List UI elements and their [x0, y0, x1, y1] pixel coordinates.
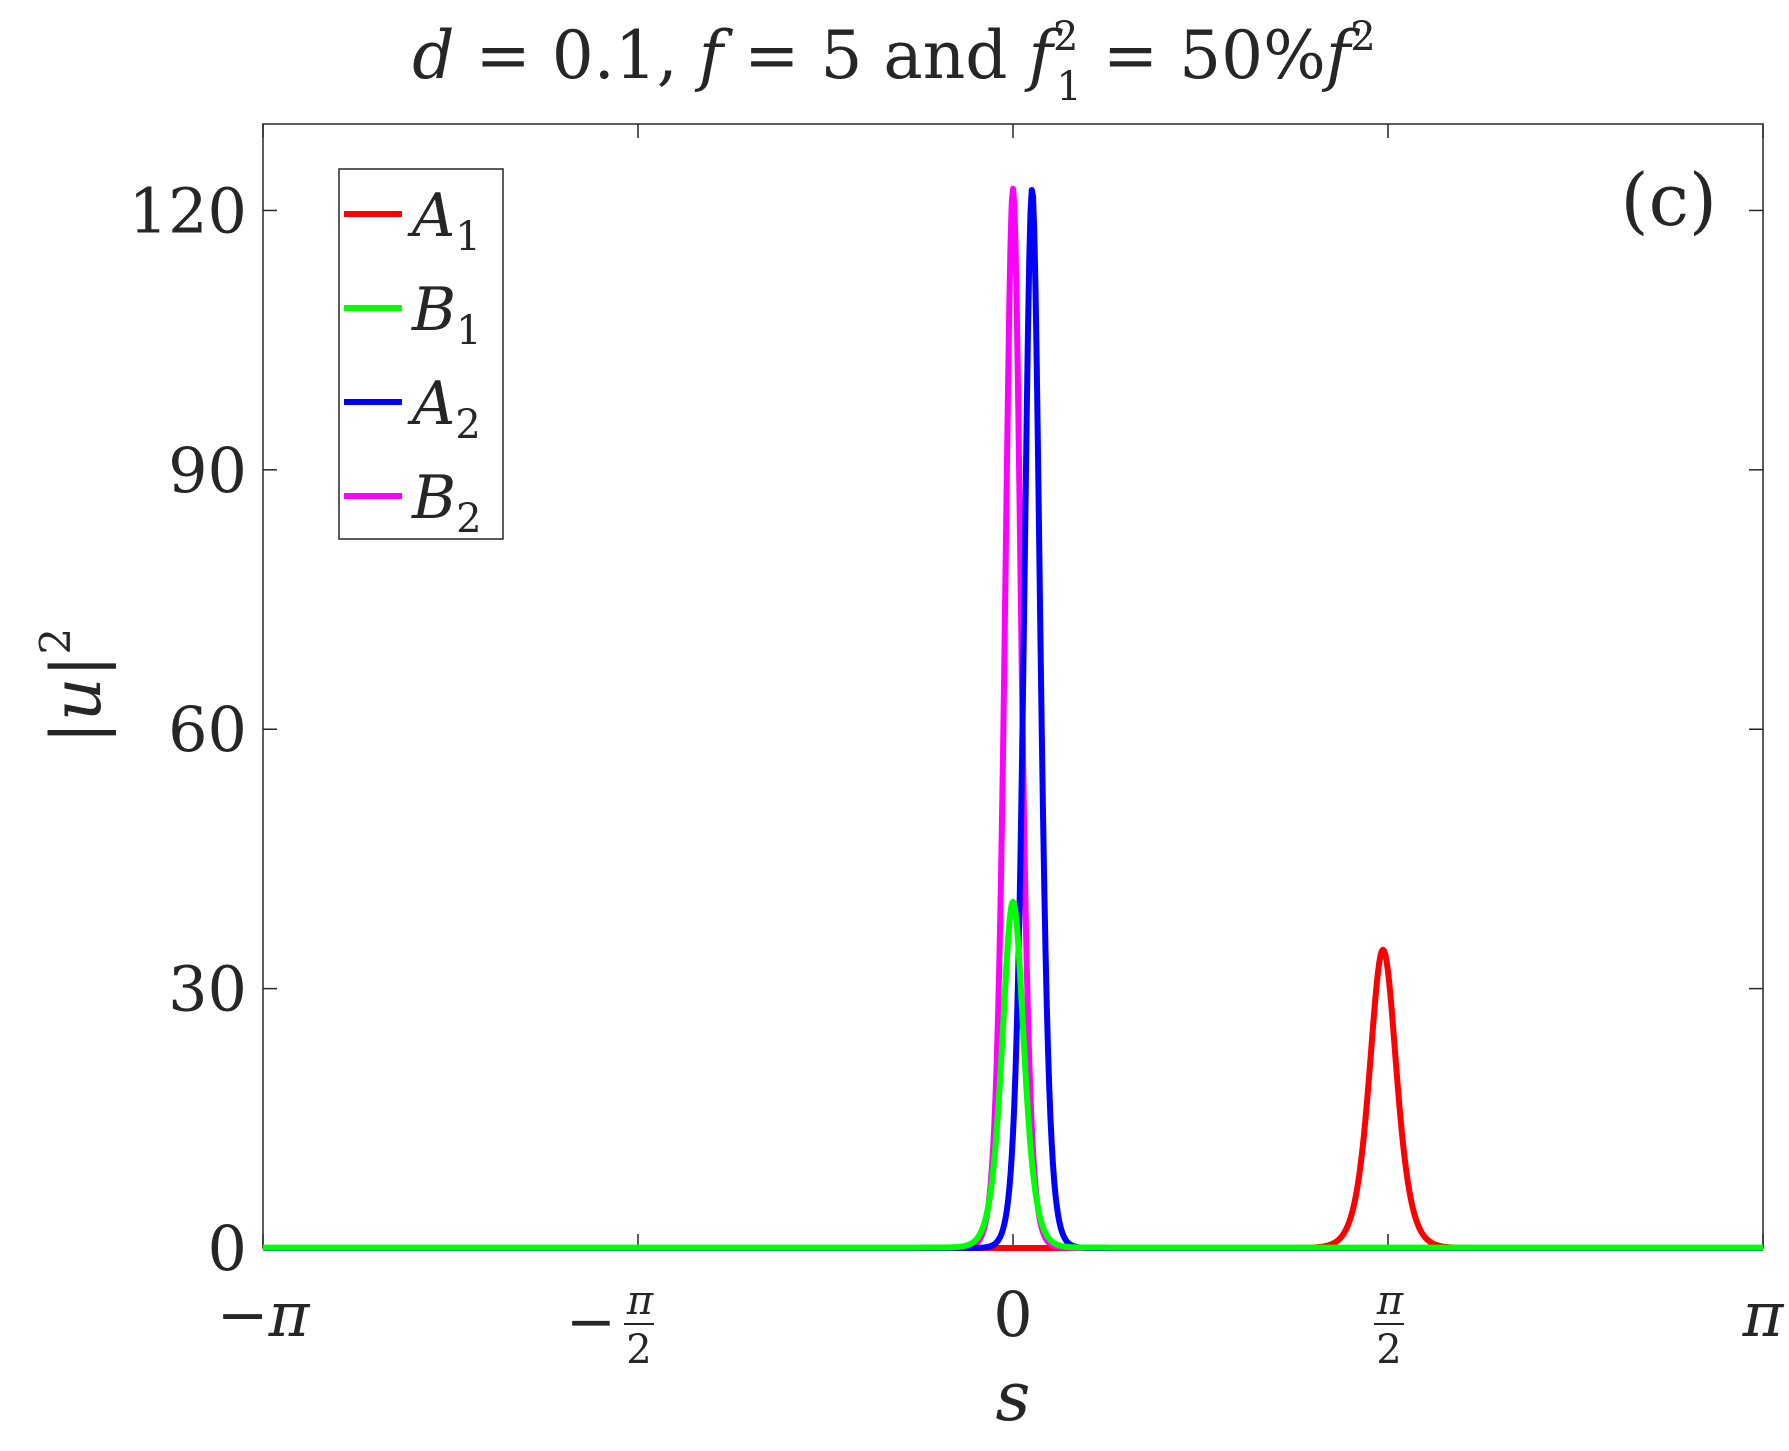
series-line-B1: [261, 898, 1765, 1251]
y-tick-labels: 0 30 60 90 120: [129, 174, 247, 1285]
series-layer: [261, 185, 1765, 1251]
x-tick-label-1: − π2: [566, 1278, 654, 1373]
svg-text:π: π: [1376, 1278, 1404, 1324]
legend-item-B1: B1: [344, 275, 482, 354]
y-tick-label-1: 30: [168, 953, 247, 1026]
y-tick-label-4: 120: [129, 174, 247, 247]
legend-box: [338, 168, 504, 540]
chart-title: d = 0.1, f = 5 and f2 1 = 50%f2: [412, 14, 1375, 110]
svg-text:−π: −π: [217, 1278, 311, 1351]
x-tick-label-0: −π: [217, 1278, 311, 1351]
svg-text:0: 0: [993, 1278, 1032, 1351]
svg-text:−: −: [566, 1287, 616, 1357]
legend: A1 B1 A2 B2: [338, 168, 504, 542]
legend-item-A2: A2: [344, 369, 481, 448]
legend-item-B2: B2: [344, 463, 482, 542]
legend-label: B1: [411, 275, 482, 354]
y-tick-label-0: 0: [208, 1212, 247, 1285]
legend-item-A1: A1: [344, 181, 481, 260]
svg-text:2: 2: [1376, 1327, 1401, 1373]
x-axis-label: s: [996, 1358, 1031, 1437]
y-tick-label-3: 90: [168, 434, 247, 507]
x-tick-label-3: π2: [1374, 1278, 1405, 1373]
legend-label: B2: [411, 463, 482, 542]
svg-text:|u|2: |u|2: [31, 628, 117, 744]
x-tick-labels: −π − π2 0 π2 π: [217, 1278, 1785, 1373]
svg-text:π: π: [626, 1278, 654, 1324]
y-tick-label-2: 60: [168, 693, 247, 766]
panel-label: (c): [1620, 158, 1717, 242]
x-tick-label-2: 0: [993, 1278, 1032, 1351]
legend-label: A1: [407, 181, 481, 260]
x-tick-label-4: π: [1742, 1278, 1785, 1351]
legend-label: A2: [407, 369, 481, 448]
svg-text:π: π: [1742, 1278, 1785, 1351]
svg-text:2: 2: [626, 1327, 651, 1373]
y-axis-label: |u|2: [31, 628, 117, 744]
